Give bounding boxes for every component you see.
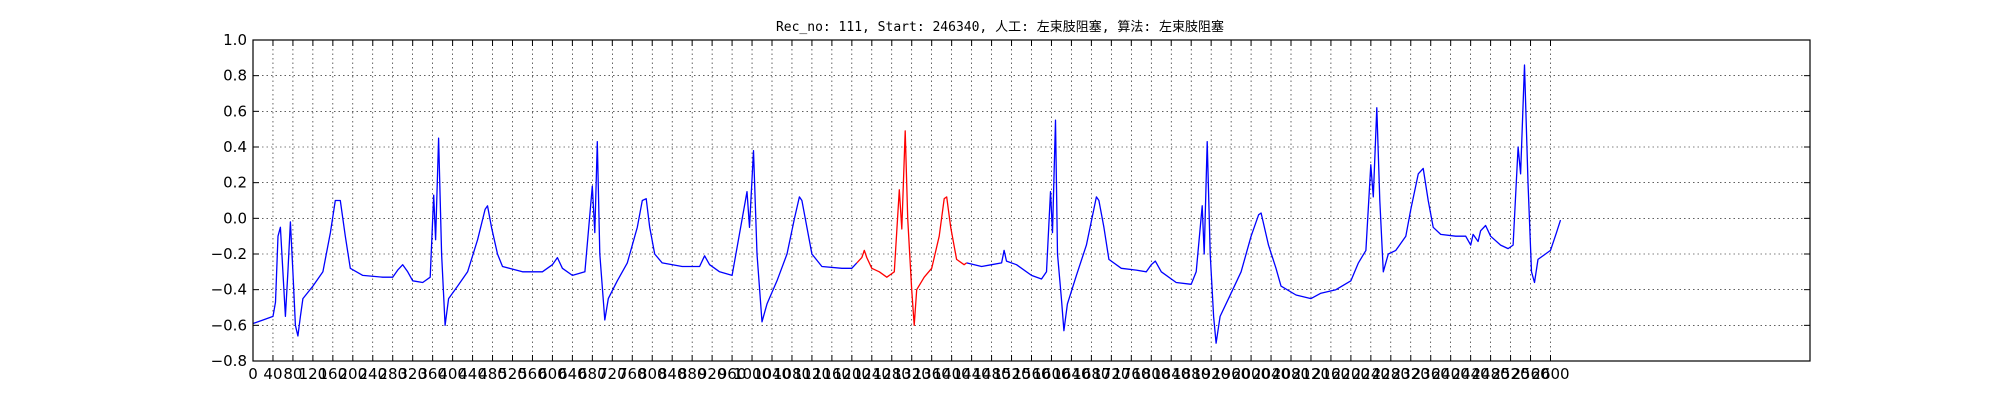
x-tick-label: 2320 [1392,365,1430,383]
x-tick-label: 1240 [853,365,891,383]
x-tick-label: 1040 [753,365,791,383]
x-tick-label: 600 [538,365,567,383]
x-tick-label: 840 [658,365,687,383]
y-tick-label: 1.0 [223,31,247,49]
x-tick-label: 1320 [893,365,931,383]
x-tick-label: 0 [248,365,258,383]
x-tick-label: 920 [698,365,727,383]
x-axis: 0 40 8012016020024028032036040044048052056… [248,40,1570,383]
y-tick-label: 0.4 [223,138,247,156]
x-tick-label: 1800 [1132,365,1170,383]
x-tick-label: 720 [598,365,627,383]
x-tick-label: 960 [718,365,747,383]
x-tick-label: 1920 [1192,365,1230,383]
x-tick-label: 760 [618,365,647,383]
x-tick-label: 2360 [1412,365,1450,383]
x-tick-label: 200 [338,365,367,383]
x-tick-label: 2000 [1232,365,1270,383]
x-tick-label: 440 [458,365,487,383]
x-tick-label: 640 [558,365,587,383]
ecg-series-line [966,64,1562,344]
x-tick-label: 1840 [1152,365,1190,383]
x-tick-label: 680 [578,365,607,383]
x-tick-label: 2120 [1292,365,1330,383]
x-tick-label: 2440 [1452,365,1490,383]
y-tick-label: 0.0 [223,209,247,227]
ecg-series-line [252,137,858,337]
y-tick-label: −0.6 [211,316,247,334]
x-tick-label: 160 [319,365,348,383]
x-tick-label: 1400 [933,365,971,383]
chart-title: Rec_no: 111, Start: 246340, 人工: 左束肢阻塞, 算… [776,19,1224,35]
x-tick-label: 400 [438,365,467,383]
x-tick-label: 2560 [1511,365,1549,383]
x-tick-label: 2480 [1472,365,1510,383]
x-tick-label: 1280 [873,365,911,383]
y-tick-label: 0.8 [223,67,247,85]
x-tick-label: 1520 [992,365,1030,383]
x-tick-label: 2280 [1372,365,1410,383]
x-tick-label: 1120 [793,365,831,383]
x-tick-label: 120 [299,365,328,383]
x-tick-label: 40 [263,365,282,383]
y-tick-label: −0.8 [211,352,247,370]
x-tick-label: 1360 [913,365,951,383]
x-tick-label: 1200 [833,365,871,383]
ecg-trace [252,64,1562,344]
x-tick-label: 280 [378,365,407,383]
x-tick-label: 1720 [1092,365,1130,383]
x-tick-label: 880 [678,365,707,383]
plot-area-frame [252,39,1811,362]
x-tick-label: 1640 [1052,365,1090,383]
x-tick-label: 1480 [972,365,1010,383]
x-tick-label: 1080 [773,365,811,383]
x-tick-label: 2240 [1352,365,1390,383]
x-tick-label: 2600 [1531,365,1569,383]
x-tick-label: 2080 [1272,365,1310,383]
y-tick-label: 0.2 [223,174,247,192]
x-tick-label: 80 [283,365,302,383]
x-tick-label: 1960 [1212,365,1250,383]
x-tick-label: 2040 [1252,365,1290,383]
x-tick-label: 1880 [1172,365,1210,383]
x-tick-label: 1600 [1032,365,1070,383]
x-tick-label: 2520 [1491,365,1529,383]
x-tick-label: 1000 [733,365,771,383]
x-tick-label: 800 [638,365,667,383]
x-tick-label: 1680 [1072,365,1110,383]
y-axis: 1.0 0.8 0.6 0.4 0.2 0.0 −0.2 −0.4 −0.6 −0.8 [211,31,1810,370]
x-tick-label: 2400 [1432,365,1470,383]
x-tick-label: 480 [478,365,507,383]
x-tick-label: 560 [518,365,547,383]
x-tick-label: 1160 [813,365,851,383]
y-tick-label: −0.2 [211,245,247,263]
y-tick-label: 0.6 [223,102,247,120]
x-tick-label: 1760 [1112,365,1150,383]
ecg-series-line [856,130,967,326]
y-tick-label: −0.4 [211,281,247,299]
x-tick-label: 320 [398,365,427,383]
x-tick-label: 2200 [1332,365,1370,383]
x-tick-label: 520 [498,365,527,383]
x-tick-label: 1560 [1012,365,1050,383]
x-tick-label: 2160 [1312,365,1350,383]
x-tick-label: 240 [358,365,387,383]
x-tick-label: 360 [418,365,447,383]
x-tick-label: 1440 [953,365,991,383]
